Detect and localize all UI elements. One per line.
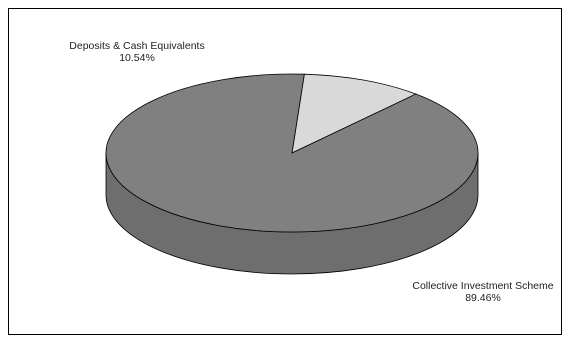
slice-label-cis-value: 89.46% (465, 292, 501, 304)
slice-label-deposits-name: Deposits & Cash Equivalents (69, 40, 205, 52)
slice-label-deposits-value: 10.54% (119, 52, 155, 64)
pie-tops (105, 73, 479, 233)
pie-slice-deposits-cash-equivalents (291, 73, 417, 154)
slice-label-deposits: Deposits & Cash Equivalents 10.54% (52, 40, 222, 64)
pie-slice-collective-investment-scheme (105, 73, 479, 233)
slice-label-cis-name: Collective Investment Scheme (412, 280, 554, 292)
slice-label-collective-investment: Collective Investment Scheme 89.46% (398, 280, 568, 304)
